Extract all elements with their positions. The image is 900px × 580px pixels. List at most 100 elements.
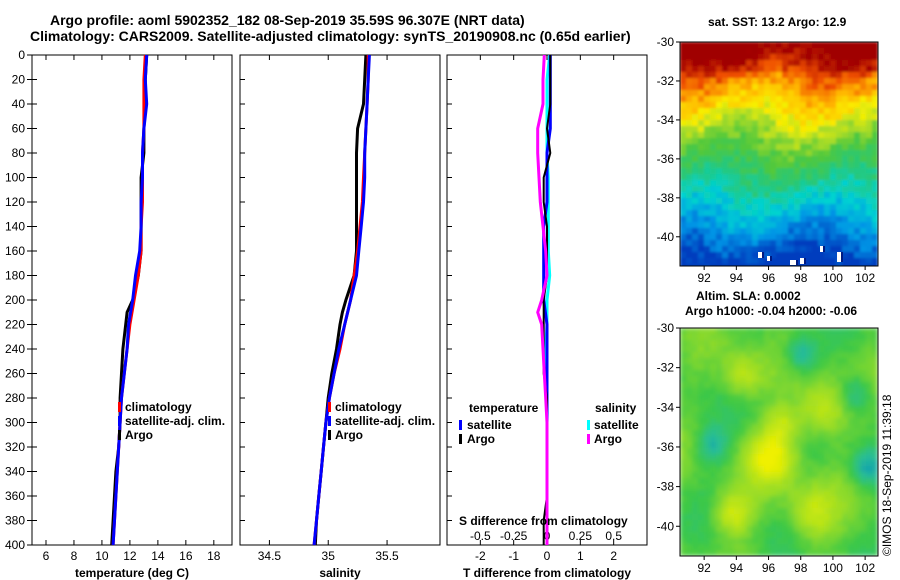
sla-cell [872,412,878,418]
sst-cell [788,78,794,84]
sst-cell [794,204,800,210]
sla-cell [752,514,758,520]
sst-cell [728,102,734,108]
sla-cell [794,502,800,508]
sst-cell [836,66,842,72]
sst-cell [860,204,866,210]
sst-cell [746,216,752,222]
sla-cell [794,484,800,490]
sla-cell [872,460,878,466]
sst-cell [866,168,872,174]
sla-cell [752,526,758,532]
sla-cell [758,526,764,532]
sst-cell [704,84,710,90]
sst-cell [740,126,746,132]
sst-cell [776,78,782,84]
sla-cell [752,364,758,370]
sla-cell [806,418,812,424]
sst-cell [824,72,830,78]
sst-cell [848,204,854,210]
sst-cell [752,222,758,228]
sst-cell [854,42,860,48]
sst-cell [860,210,866,216]
sla-cell [710,460,716,466]
sst-cell [830,96,836,102]
sst-cell [722,132,728,138]
sla-cell [716,508,722,514]
sla-cell [686,412,692,418]
sla-cell [800,532,806,538]
sla-cell [710,388,716,394]
sst-cell [722,228,728,234]
sst-cell [854,138,860,144]
sla-cell [722,472,728,478]
sla-cell [818,382,824,388]
sst-cell [788,90,794,96]
sla-cell [824,514,830,520]
sst-cell [710,258,716,264]
sla-cell [728,484,734,490]
sst-cell [824,174,830,180]
sla-cell [716,388,722,394]
sla-cell [854,370,860,376]
sla-cell [818,340,824,346]
sst-cell [686,204,692,210]
sla-cell [734,394,740,400]
sst-cell [824,42,830,48]
sst-cell [788,222,794,228]
sla-cell [722,358,728,364]
sla-cell [770,358,776,364]
sst-cell [842,78,848,84]
sla-cell [854,430,860,436]
sla-cell [698,382,704,388]
sst-cell [704,66,710,72]
sla-cell [740,394,746,400]
sst-cell [740,132,746,138]
sla-cell [854,502,860,508]
sla-cell [806,460,812,466]
sst-cell [794,156,800,162]
sla-cell [722,388,728,394]
sst-cell [872,60,878,66]
sst-cell [872,138,878,144]
depth-tick-label: 0 [18,48,25,62]
sla-cell [782,532,788,538]
sla-cell [824,394,830,400]
sla-cell [788,484,794,490]
sla-cell [782,376,788,382]
sla-cell [710,352,716,358]
sst-cell [710,48,716,54]
sst-cell [776,252,782,258]
sla-cell [836,436,842,442]
sst-cell [788,198,794,204]
sst-cell [704,138,710,144]
sst-cell [806,132,812,138]
sst-cell [692,234,698,240]
sla-cell [746,346,752,352]
sst-cell [836,210,842,216]
sst-map-title: sat. SST: 13.2 Argo: 12.9 [708,15,847,29]
sla-cell [806,364,812,370]
sst-cell [722,150,728,156]
sla-cell [716,400,722,406]
sst-cell [770,168,776,174]
sst-cell [770,216,776,222]
sla-cell [764,388,770,394]
sst-cell [842,168,848,174]
sla-cell [728,490,734,496]
sla-cell [794,460,800,466]
sst-cell [740,90,746,96]
sst-cell [782,264,788,266]
sla-cell [704,550,710,556]
sst-cell [758,84,764,90]
sst-cell [842,156,848,162]
sla-cell [764,430,770,436]
sst-cell [722,216,728,222]
sst-cell [764,210,770,216]
sla-cell [758,340,764,346]
sla-cell [824,544,830,550]
sst-cell [776,210,782,216]
legend-swatch [459,434,462,444]
sla-cell [680,406,686,412]
sst-cell [770,78,776,84]
